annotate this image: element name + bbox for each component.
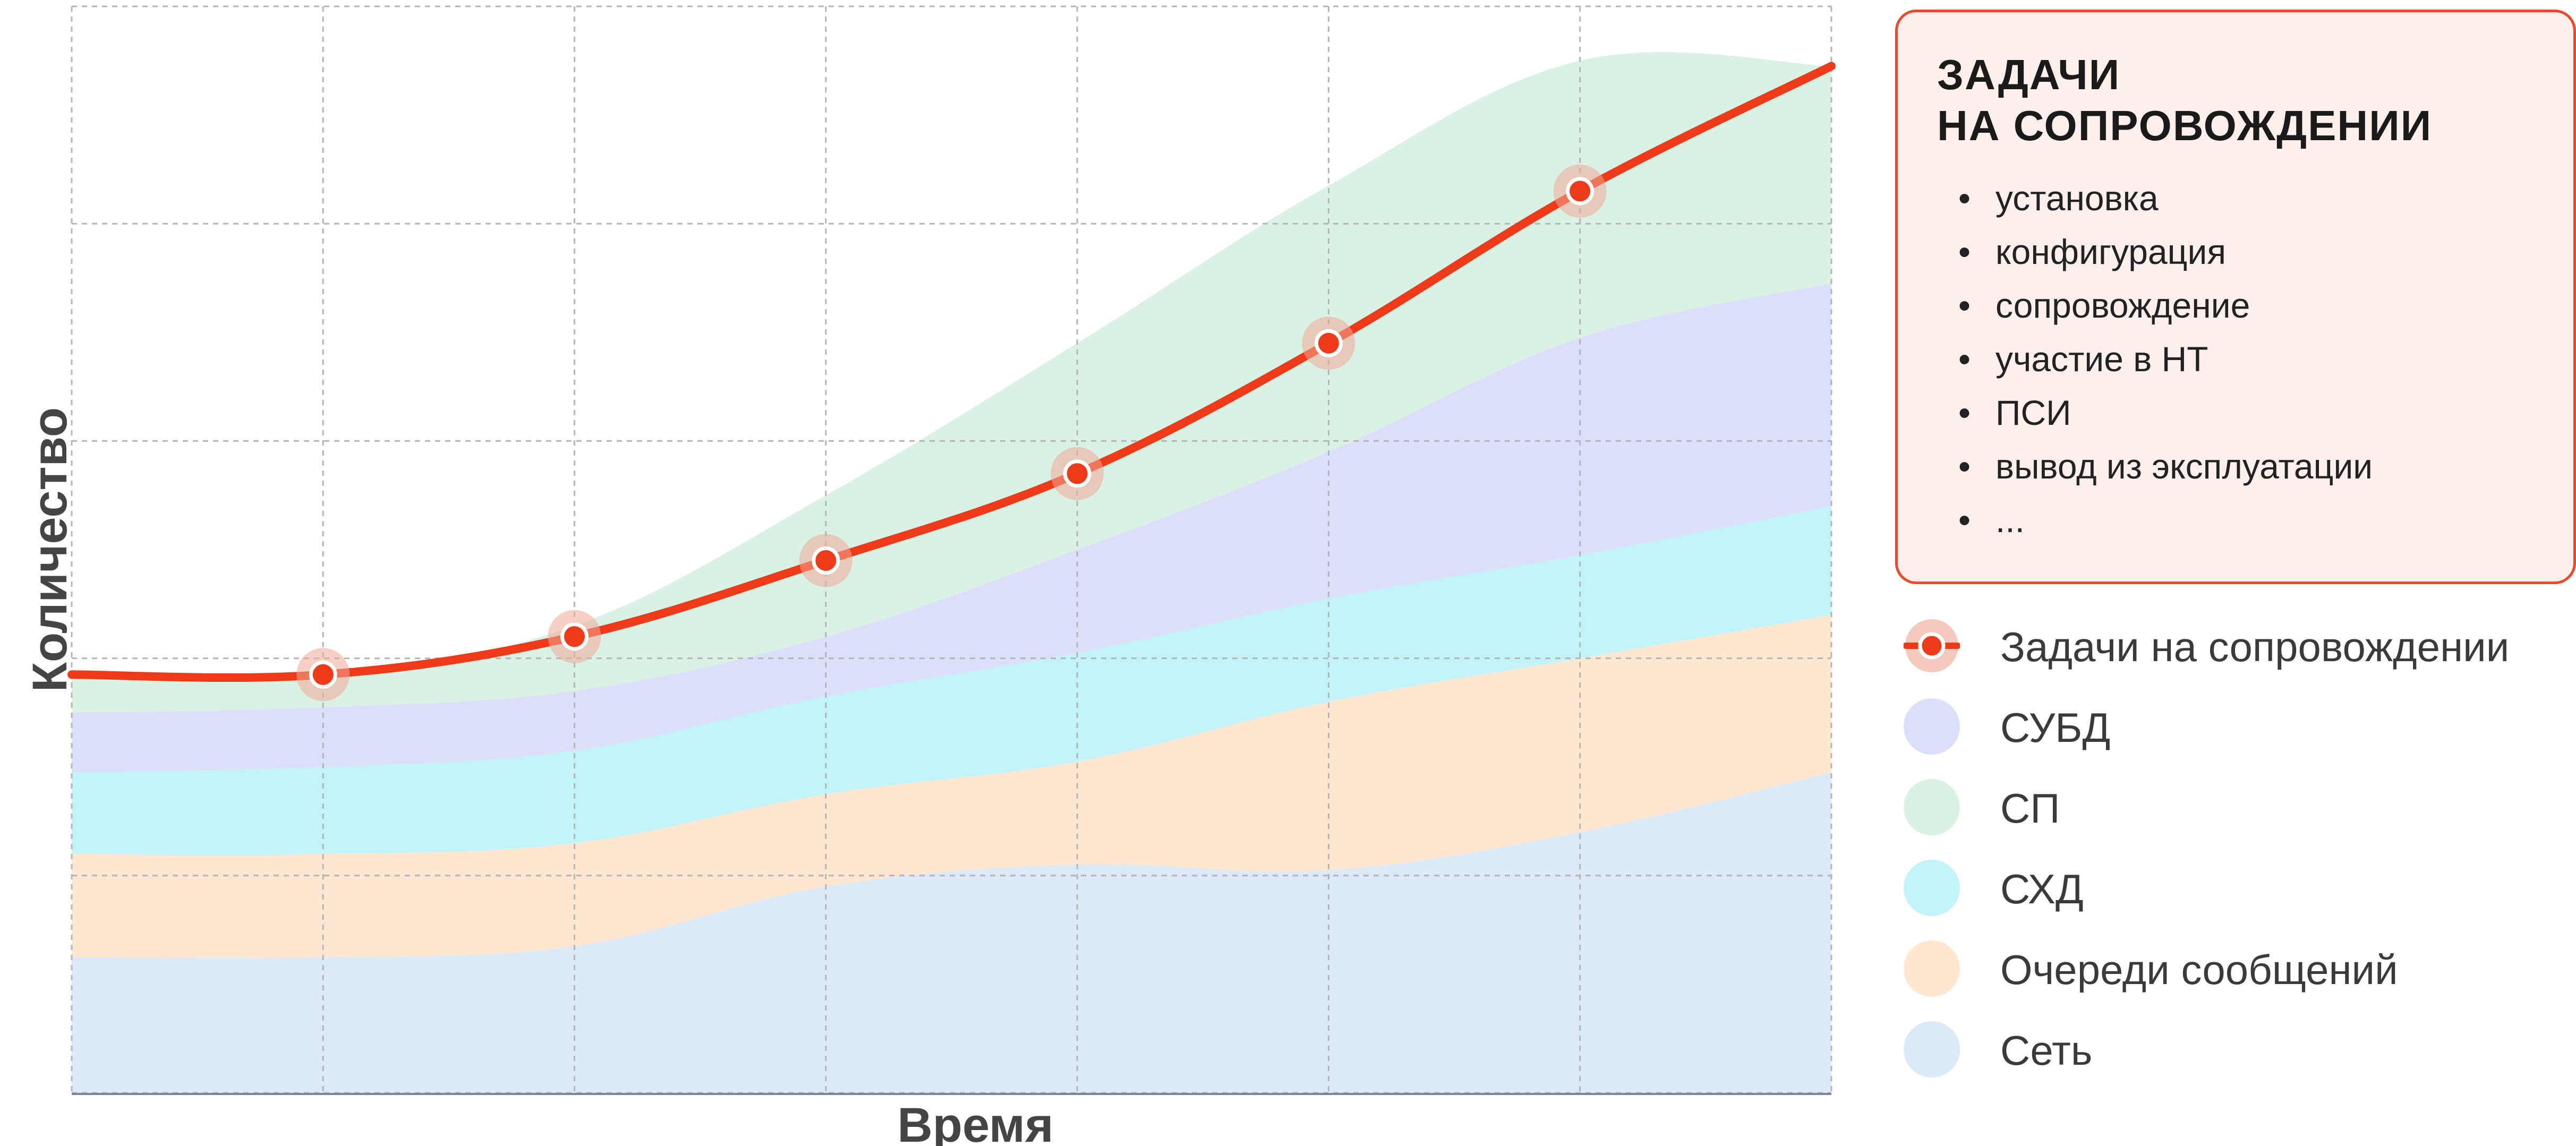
bullet-icon: • bbox=[1958, 286, 1971, 325]
legend-label: СП bbox=[2000, 785, 2060, 832]
callout-list-item: • участие в НТ bbox=[1937, 332, 2541, 386]
callout-list-item: • сопровождение bbox=[1937, 279, 2541, 332]
legend-label: Очереди сообщений bbox=[2000, 946, 2398, 993]
bullet-icon: • bbox=[1958, 232, 1971, 271]
x-axis-title: Время bbox=[897, 1098, 1053, 1146]
line-marker-icon bbox=[1904, 619, 1960, 672]
callout-list-item: •... bbox=[1937, 493, 2541, 547]
areas-layer bbox=[72, 52, 1831, 1093]
legend-label: Сеть bbox=[2000, 1027, 2093, 1074]
legend-label: Задачи на сопровождении bbox=[2000, 623, 2510, 670]
area-series bbox=[72, 52, 1831, 713]
line-layer bbox=[67, 62, 1836, 702]
area-series bbox=[72, 614, 1831, 958]
y-axis-title: Количество bbox=[23, 407, 77, 692]
series-line-tasks bbox=[67, 62, 1836, 682]
bullet-icon: • bbox=[1958, 500, 1971, 540]
callout-list-item: • установка bbox=[1937, 172, 2541, 225]
data-point-marker bbox=[296, 648, 350, 702]
tasks-callout: ЗАДАЧИ НА СОПРОВОЖДЕНИИ • установка • конф… bbox=[1895, 10, 2576, 584]
legend-swatch bbox=[1904, 940, 1960, 997]
area-series bbox=[72, 506, 1831, 855]
legend-swatch bbox=[1904, 698, 1960, 755]
area-series bbox=[72, 772, 1831, 1093]
legend-swatch bbox=[1904, 1021, 1960, 1077]
legend-swatch bbox=[1904, 860, 1960, 916]
data-point-marker bbox=[1302, 317, 1355, 370]
legend-swatch bbox=[1904, 779, 1960, 835]
data-point-marker bbox=[1051, 447, 1104, 500]
stacked-area-chart: Время Количество bbox=[23, 5, 1836, 1146]
callout-list-item: • ПСИ bbox=[1937, 386, 2541, 440]
legend-label: СУБД bbox=[2000, 704, 2111, 751]
bullet-icon: • bbox=[1958, 393, 1971, 432]
area-series bbox=[72, 283, 1831, 773]
bullet-icon: • bbox=[1958, 178, 1971, 218]
callout-list-item: • конфигурация bbox=[1937, 225, 2541, 279]
bullet-icon: • bbox=[1958, 339, 1971, 379]
bullet-icon: • bbox=[1958, 447, 1971, 486]
callout-title-line1: ЗАДАЧИ bbox=[1937, 51, 2121, 98]
data-point-marker bbox=[1553, 164, 1607, 218]
callout-list-item: • вывод из эксплуатации bbox=[1937, 440, 2541, 493]
data-point-marker bbox=[548, 610, 601, 663]
callout-list: • установка • конфигурация • сопровождение … bbox=[1937, 172, 2541, 547]
legend-label: СХД bbox=[2000, 866, 2084, 912]
callout-title: ЗАДАЧИ НА СОПРОВОЖДЕНИИ bbox=[1937, 49, 2541, 151]
callout-title-line2: НА СОПРОВОЖДЕНИИ bbox=[1937, 102, 2433, 149]
data-point-marker bbox=[799, 534, 852, 587]
